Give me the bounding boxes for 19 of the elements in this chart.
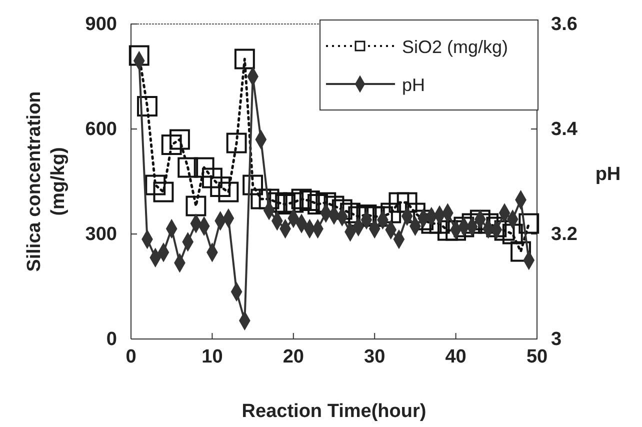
y2-axis-title: pH [595, 164, 621, 185]
y-axis-title: Silica concentration (mg/kg) [24, 91, 69, 272]
y2-tick-label: 3.4 [551, 119, 578, 140]
legend-label: SiO2 (mg/kg) [402, 37, 508, 57]
x-tick-label: 0 [126, 346, 136, 368]
y2-tick-label: 3 [551, 329, 562, 350]
x-tick-label: 50 [526, 346, 548, 368]
y-tick-label: 0 [106, 329, 117, 350]
x-tick-label: 30 [364, 346, 386, 368]
x-tick-label: 40 [445, 346, 466, 368]
y2-tick-label: 3.6 [551, 14, 578, 36]
y2-tick-label: 3.2 [551, 224, 578, 246]
x-tick-label: 20 [282, 346, 304, 368]
x-tick-label: 10 [202, 346, 223, 368]
x-axis-title: Reaction Time(hour) [242, 401, 426, 422]
legend-label: pH [402, 75, 426, 95]
y-tick-label: 900 [85, 14, 117, 36]
y-tick-label: 300 [85, 224, 117, 246]
y-tick-label: 600 [85, 119, 117, 140]
